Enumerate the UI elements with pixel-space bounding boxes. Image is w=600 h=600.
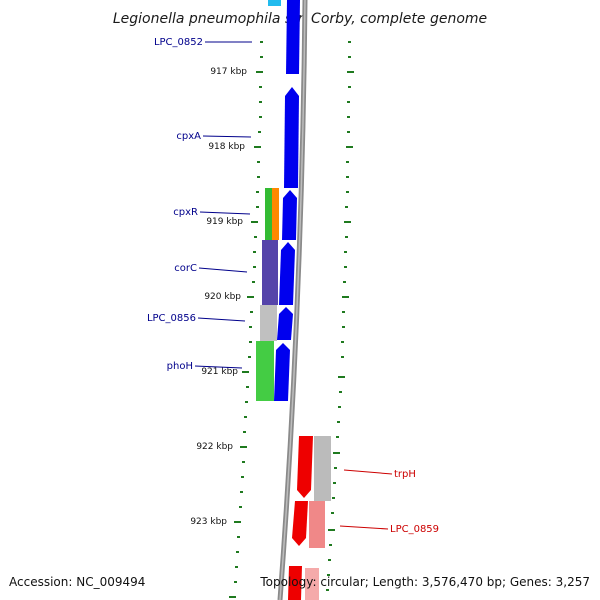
gene-label-cpxa[interactable]: cpxA [176,131,201,142]
topology-text: Topology: circular; Length: 3,576,470 bp… [259,575,590,589]
inner-ticks [229,41,263,598]
right-labels: trpH LPC_0859 [339,469,439,535]
tick-label-921: 921 kbp [201,367,238,377]
tick-label-917: 917 kbp [210,67,247,77]
tick-label-920: 920 kbp [204,292,241,302]
gene-arrow-next [288,566,302,600]
gene-arrow-lpc0856 [277,307,293,340]
tick-label-922: 922 kbp [196,442,233,452]
gene-arrow-cpxa [284,87,299,188]
gene-arrow-lpc0859 [292,501,308,546]
tick-label-923: 923 kbp [190,517,227,527]
gene-label-phoh[interactable]: phoH [167,361,193,372]
map-title: Legionella pneumophila str. Corby, compl… [113,11,487,27]
reverse-genes [288,436,313,600]
forward-genes [274,0,300,401]
gene-label-cpxr[interactable]: cpxR [173,207,198,218]
gene-label-trph[interactable]: trpH [394,469,416,480]
gene-label-lpc0856[interactable]: LPC_0856 [147,313,196,324]
gene-arrow-trph [297,436,313,498]
gene-arrow-lpc0852 [286,0,300,74]
left-labels: LPC_0852 cpxA cpxR corC LPC_0856 phoH [147,37,252,372]
gene-label-lpc0852[interactable]: LPC_0852 [154,37,203,48]
gene-label-corc[interactable]: corC [174,263,197,274]
cog-track [256,0,331,600]
tick-label-918: 918 kbp [208,142,245,152]
tick-label-919: 919 kbp [206,217,243,227]
gene-arrow-phoh [274,343,290,401]
gene-label-lpc0859[interactable]: LPC_0859 [390,524,439,535]
gene-arrow-cpxr [282,190,297,240]
gene-arrow-corc [279,242,295,305]
accession-text: Accession: NC_009494 [9,575,145,589]
outer-ticks [326,41,354,591]
